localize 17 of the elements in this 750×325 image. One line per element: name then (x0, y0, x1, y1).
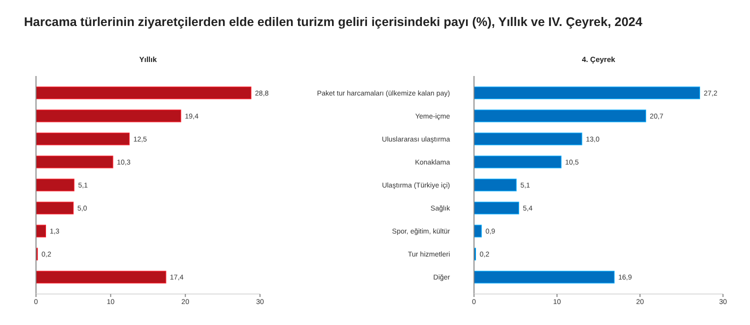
bar (474, 132, 582, 146)
bar (474, 110, 646, 122)
bar (36, 178, 74, 192)
bar (36, 110, 182, 122)
bar (474, 86, 700, 100)
text: Harcama türlerinin ziyaretçilerden elde edilen turizm geliri içerisindeki payı (%), Yıllık ve IV. Çeyrek, 2024 (24, 15, 642, 29)
bar (474, 270, 615, 284)
bar (474, 202, 520, 214)
bar (474, 224, 482, 238)
bar (36, 132, 130, 146)
bar (36, 86, 252, 100)
bar (36, 156, 114, 168)
bar (474, 178, 517, 192)
bar (36, 270, 166, 284)
bar (36, 202, 74, 214)
bar (474, 156, 562, 168)
bar (36, 224, 46, 238)
